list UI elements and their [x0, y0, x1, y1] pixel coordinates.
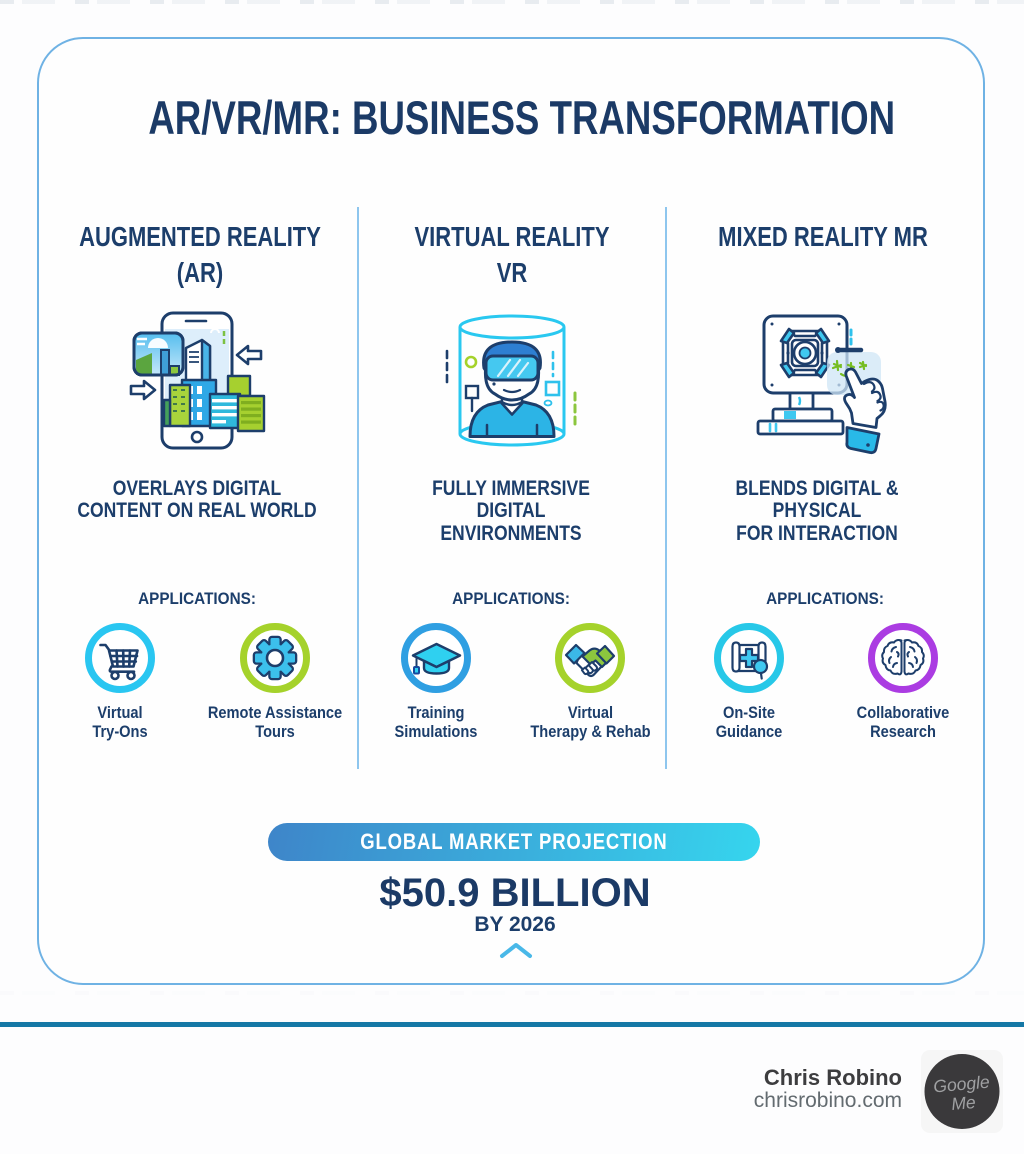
svg-text:Google: Google [932, 1072, 990, 1097]
svg-text:Me: Me [950, 1092, 976, 1114]
